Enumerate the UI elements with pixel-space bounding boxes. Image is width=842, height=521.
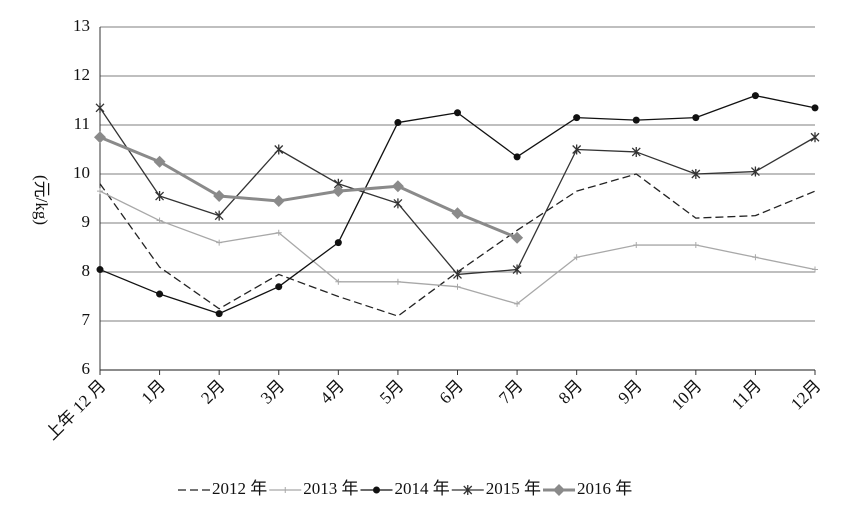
x-tick-label: 9月	[614, 376, 645, 407]
point	[573, 254, 580, 261]
point	[394, 278, 401, 285]
point	[155, 191, 165, 202]
y-axis-label: (元/kg)	[32, 175, 51, 225]
y-tick-label: 6	[82, 359, 91, 378]
y-tick-label: 10	[73, 163, 90, 182]
legend-label: 2013 年	[303, 479, 358, 498]
series-line	[99, 173, 816, 317]
point	[156, 290, 164, 298]
x-tick-label: 1月	[138, 376, 169, 407]
point	[97, 188, 103, 195]
point	[334, 239, 342, 247]
y-tick-label: 9	[82, 212, 91, 231]
x-tick-label: 10月	[668, 376, 705, 413]
x-tick-label: 11月	[728, 376, 765, 413]
point	[463, 485, 473, 495]
x-tick-label: 4月	[316, 376, 347, 407]
point	[512, 264, 522, 275]
point	[692, 242, 699, 249]
series-line	[99, 107, 816, 276]
x-tick-label: 上年 12 月	[42, 376, 110, 444]
point	[215, 310, 223, 318]
point	[632, 116, 640, 124]
point	[453, 269, 462, 280]
point	[391, 180, 404, 193]
y-tick-label: 8	[82, 261, 91, 280]
y-tick-label: 11	[74, 114, 90, 133]
x-tick-label: 3月	[257, 376, 288, 407]
point	[454, 109, 461, 117]
point	[513, 153, 521, 161]
point	[752, 254, 759, 261]
point	[394, 119, 402, 127]
point	[274, 144, 284, 155]
point	[631, 146, 641, 157]
x-tick-label: 6月	[436, 376, 467, 407]
y-tick-label: 13	[73, 16, 90, 35]
point	[553, 484, 565, 496]
point	[272, 194, 285, 207]
x-tick-label: 12月	[787, 376, 824, 413]
x-tick-label: 2月	[197, 376, 228, 407]
point	[751, 92, 759, 100]
point	[812, 266, 818, 273]
series-line	[99, 135, 518, 240]
point	[454, 283, 461, 290]
point	[335, 278, 342, 285]
point	[373, 486, 380, 494]
point	[514, 300, 521, 307]
series-line	[99, 94, 816, 315]
legend-label: 2012 年	[212, 479, 267, 498]
point	[153, 155, 166, 168]
point	[511, 231, 524, 244]
x-tick-label: 5月	[376, 376, 407, 407]
point	[214, 210, 224, 221]
point	[691, 169, 701, 179]
point	[811, 104, 819, 112]
point	[692, 114, 700, 122]
y-tick-label: 12	[73, 65, 90, 84]
x-tick-label: 8月	[555, 376, 586, 407]
legend-label: 2015 年	[486, 479, 541, 498]
point	[94, 131, 106, 144]
point	[332, 185, 345, 198]
legend-label: 2014 年	[395, 479, 450, 498]
x-tick-label: 7月	[495, 376, 526, 407]
point	[573, 114, 581, 122]
point	[810, 132, 820, 143]
point	[572, 144, 582, 155]
legend-label: 2016 年	[577, 479, 632, 498]
point	[393, 198, 403, 209]
y-tick-label: 7	[82, 310, 91, 329]
point	[275, 229, 282, 236]
point	[95, 102, 105, 113]
point	[213, 190, 226, 203]
point	[216, 239, 223, 246]
point	[633, 242, 640, 249]
point	[451, 207, 464, 220]
point	[275, 283, 283, 291]
point	[96, 266, 104, 274]
point	[750, 166, 760, 177]
point	[282, 487, 289, 493]
point	[156, 217, 163, 224]
